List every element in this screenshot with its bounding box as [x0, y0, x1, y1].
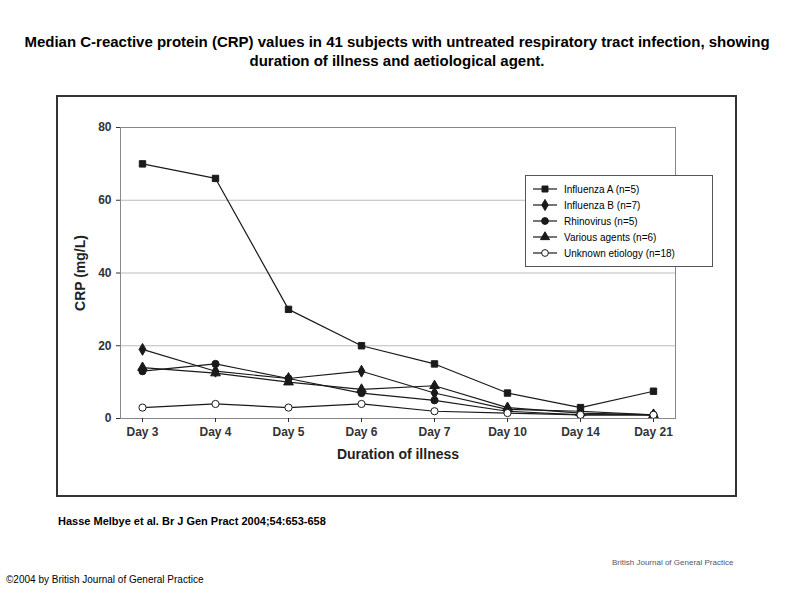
svg-text:Day 6: Day 6	[345, 425, 377, 439]
svg-text:Day 10: Day 10	[488, 425, 527, 439]
svg-text:0: 0	[105, 411, 112, 425]
html-text:©2004 by British Journal of Ge: ©2004 by British Journal of General Prac…	[6, 574, 204, 585]
svg-text:40: 40	[98, 266, 112, 280]
html-text:Hasse Melbye et al. Br J Gen P: Hasse Melbye et al. Br J Gen Pract 2004;…	[58, 515, 326, 527]
svg-text:Day 7: Day 7	[418, 425, 450, 439]
svg-text:80: 80	[98, 120, 112, 134]
html-text:Influenza A (n=5): Influenza A (n=5)	[564, 183, 640, 195]
svg-text:Day 14: Day 14	[561, 425, 600, 439]
html-text:Various agents (n=6): Various agents (n=6)	[564, 231, 657, 243]
svg-text:Day 21: Day 21	[634, 425, 673, 439]
svg-text:Day 4: Day 4	[199, 425, 231, 439]
html-text:British Journal of General Pra: British Journal of General Practice	[612, 558, 734, 567]
html-text:Median C-reactive protein (CRP: Median C-reactive protein (CRP) values i…	[24, 33, 770, 69]
html-text:Influenza B (n=7): Influenza B (n=7)	[564, 199, 641, 211]
svg-text:Duration of illness: Duration of illness	[337, 446, 459, 462]
html-text:Unknown etiology (n=18): Unknown etiology (n=18)	[564, 247, 675, 259]
svg-text:Day 3: Day 3	[126, 425, 158, 439]
svg-text:Day 5: Day 5	[272, 425, 304, 439]
svg-text:60: 60	[98, 193, 112, 207]
svg-text:20: 20	[98, 339, 112, 353]
html-text:Rhinovirus (n=5): Rhinovirus (n=5)	[564, 215, 638, 227]
svg-text:CRP (mg/L): CRP (mg/L)	[72, 235, 88, 311]
